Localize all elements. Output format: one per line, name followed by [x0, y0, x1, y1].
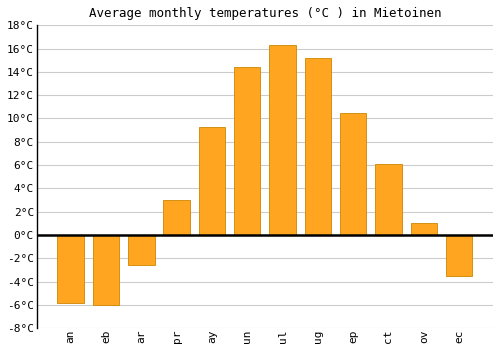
Bar [375, 164, 402, 235]
Bar [93, 235, 120, 305]
Bar [304, 58, 331, 235]
Bar [340, 113, 366, 235]
Bar [164, 200, 190, 235]
Bar [446, 235, 472, 276]
Bar [58, 235, 84, 302]
Bar [410, 223, 437, 235]
Bar [234, 67, 260, 235]
Title: Average monthly temperatures (°C ) in Mietoinen: Average monthly temperatures (°C ) in Mi… [88, 7, 441, 20]
Bar [270, 45, 296, 235]
Bar [128, 235, 154, 265]
Bar [198, 127, 225, 235]
